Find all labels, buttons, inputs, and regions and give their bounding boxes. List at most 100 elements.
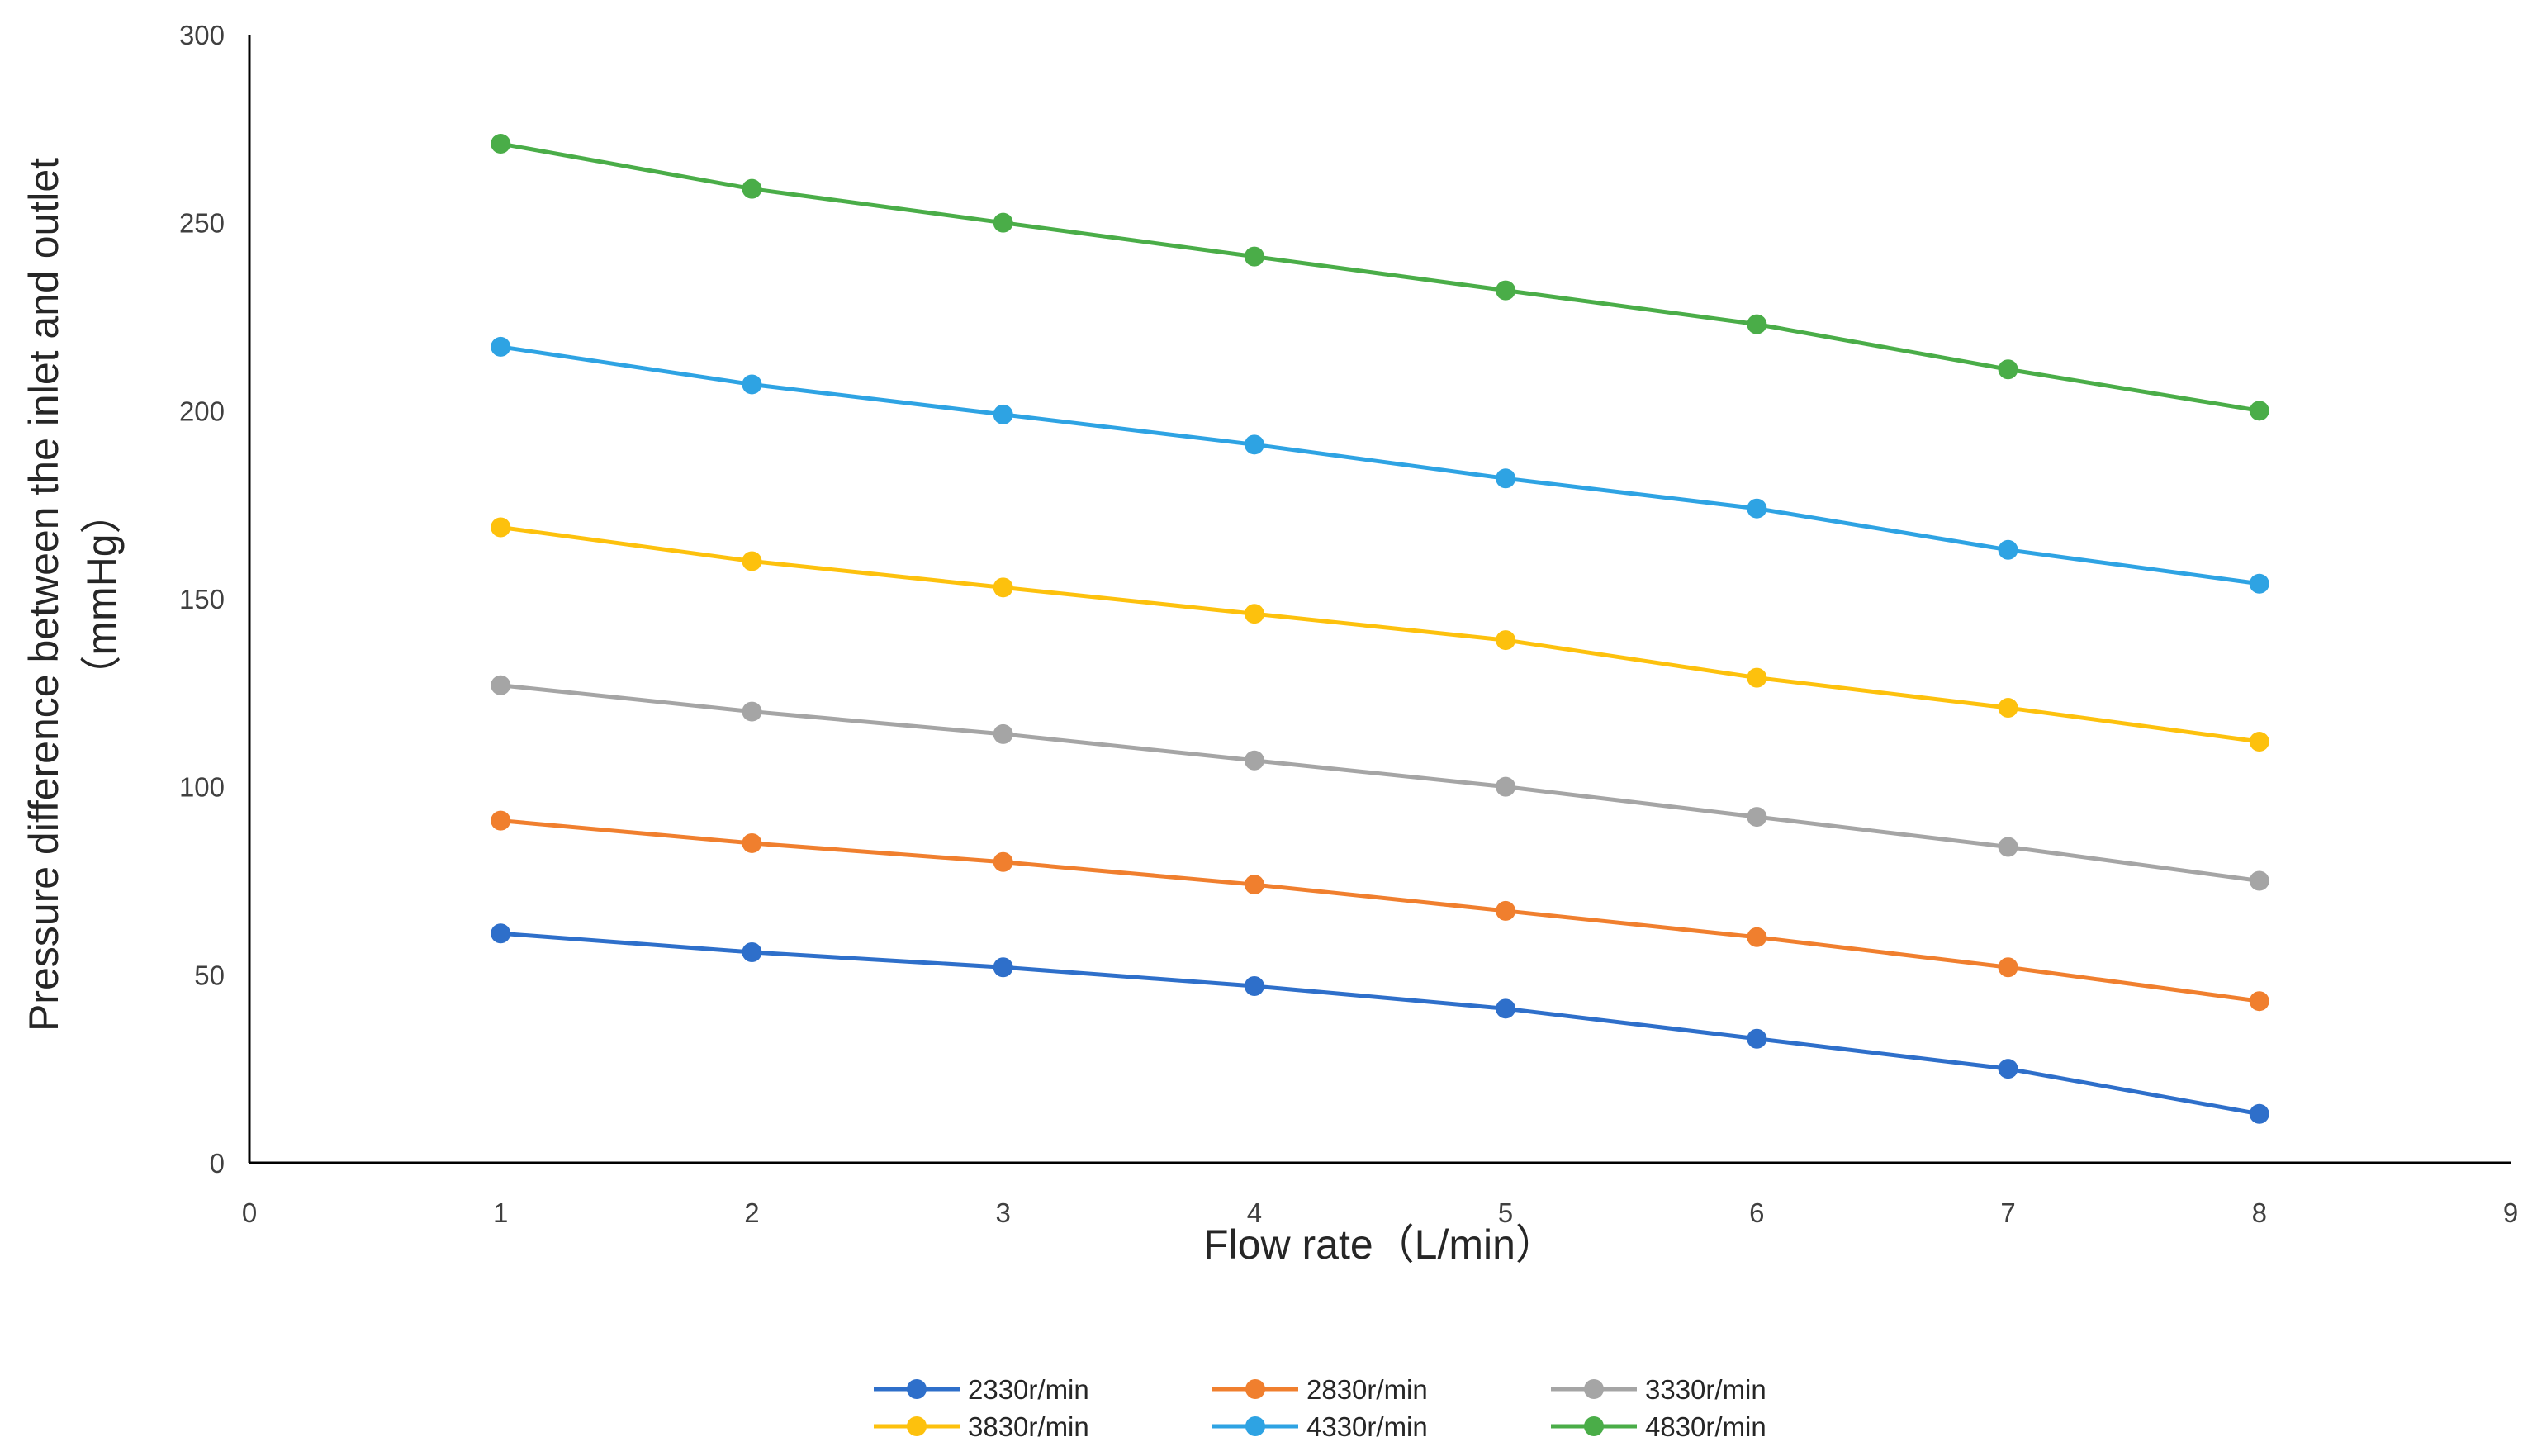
data-point <box>2249 1103 2269 1124</box>
data-point <box>1244 434 1264 455</box>
y-tick-label: 0 <box>210 1148 225 1179</box>
legend-item: 2830r/min <box>1212 1374 1428 1405</box>
data-point <box>742 701 762 722</box>
series-3330r/min <box>491 675 2269 891</box>
data-point <box>742 374 762 395</box>
legend-label: 2830r/min <box>1306 1374 1428 1405</box>
data-point <box>1244 975 1264 996</box>
legend-marker <box>1245 1379 1265 1399</box>
data-point <box>742 551 762 571</box>
data-point <box>742 178 762 199</box>
x-tick-label: 6 <box>1749 1198 1764 1228</box>
series-line <box>500 818 2260 1003</box>
data-point <box>1747 498 1767 519</box>
data-point <box>1244 246 1264 267</box>
data-point <box>993 957 1013 978</box>
data-point <box>1496 998 1516 1019</box>
data-point <box>1747 1028 1767 1049</box>
data-point <box>742 942 762 963</box>
data-point <box>1998 957 2018 978</box>
series-line <box>500 344 2260 586</box>
y-tick-label: 300 <box>179 20 225 50</box>
data-point <box>993 212 1013 233</box>
legend-marker <box>1584 1379 1604 1399</box>
data-point <box>1998 698 2018 719</box>
legend-item: 4330r/min <box>1212 1411 1428 1442</box>
legend-label: 3830r/min <box>968 1411 1089 1442</box>
data-point <box>1496 630 1516 651</box>
data-point <box>1244 604 1264 624</box>
data-point <box>1496 468 1516 489</box>
x-tick-label: 2 <box>744 1198 759 1228</box>
data-point <box>491 517 511 538</box>
data-point <box>1496 900 1516 921</box>
x-tick-label: 9 <box>2503 1198 2518 1228</box>
data-point <box>2249 732 2269 752</box>
y-tick-label: 250 <box>179 208 225 239</box>
legend-item: 3830r/min <box>874 1411 1089 1442</box>
legend-label: 2330r/min <box>968 1374 1089 1405</box>
y-tick-label: 50 <box>194 960 225 990</box>
data-point <box>1747 314 1767 334</box>
data-point <box>1496 280 1516 301</box>
series-line <box>500 525 2260 744</box>
series-2330r/min <box>491 923 2269 1124</box>
x-tick-label: 3 <box>995 1198 1010 1228</box>
legend-marker <box>907 1416 927 1436</box>
legend-item: 4830r/min <box>1551 1411 1766 1442</box>
series-4830r/min <box>491 134 2269 421</box>
data-point <box>993 851 1013 872</box>
data-point <box>2249 991 2269 1012</box>
x-axis-title: Flow rate（L/min） <box>1203 1221 1557 1268</box>
x-tick-label: 1 <box>493 1198 508 1228</box>
legend-marker <box>1584 1416 1604 1436</box>
x-tick-label: 0 <box>242 1198 257 1228</box>
legend-item: 2330r/min <box>874 1374 1089 1405</box>
x-tick-label: 4 <box>1247 1198 1262 1228</box>
y-axis-title-line1: Pressure difference between the inlet an… <box>21 158 67 1032</box>
data-point <box>2249 401 2269 421</box>
data-point <box>1998 539 2018 560</box>
y-tick-label: 150 <box>179 584 225 614</box>
x-tick-labels: 0 1 2 3 4 5 6 7 8 9 <box>242 1198 2518 1228</box>
legend-marker <box>907 1379 927 1399</box>
data-point <box>1998 837 2018 857</box>
series-2830r/min <box>491 810 2269 1012</box>
data-point <box>1244 750 1264 771</box>
data-point <box>1747 667 1767 688</box>
legend-label: 3330r/min <box>1645 1374 1766 1405</box>
y-tick-label: 100 <box>179 772 225 803</box>
data-point <box>993 404 1013 424</box>
axes <box>248 35 2511 1164</box>
series-4330r/min <box>491 336 2269 594</box>
data-point <box>993 577 1013 598</box>
series-layer <box>491 134 2269 1124</box>
data-point <box>1747 927 1767 947</box>
x-tick-label: 7 <box>2000 1198 2015 1228</box>
legend-label: 4330r/min <box>1306 1411 1428 1442</box>
legend-label: 4830r/min <box>1645 1411 1766 1442</box>
data-point <box>1998 1059 2018 1079</box>
data-point <box>491 675 511 695</box>
series-line <box>500 931 2260 1117</box>
data-point <box>1496 776 1516 797</box>
series-line <box>500 141 2260 413</box>
data-point <box>2249 870 2269 891</box>
data-point <box>2249 573 2269 594</box>
y-axis-title-line2: （mmHg） <box>78 492 125 696</box>
data-point <box>491 336 511 357</box>
data-point <box>491 134 511 154</box>
series-3830r/min <box>491 517 2269 752</box>
legend: 2330r/min 2830r/min 3330r/min 3830r/min 4330… <box>874 1374 1766 1442</box>
legend-item: 3330r/min <box>1551 1374 1766 1405</box>
series-line <box>500 683 2260 883</box>
data-point <box>491 810 511 831</box>
data-point <box>1998 359 2018 380</box>
data-point <box>1747 807 1767 828</box>
data-point <box>993 723 1013 744</box>
x-tick-label: 8 <box>2252 1198 2267 1228</box>
x-tick-label: 5 <box>1498 1198 1513 1228</box>
y-tick-labels: 0 50 100 150 200 250 300 <box>179 20 225 1179</box>
data-point <box>491 923 511 944</box>
